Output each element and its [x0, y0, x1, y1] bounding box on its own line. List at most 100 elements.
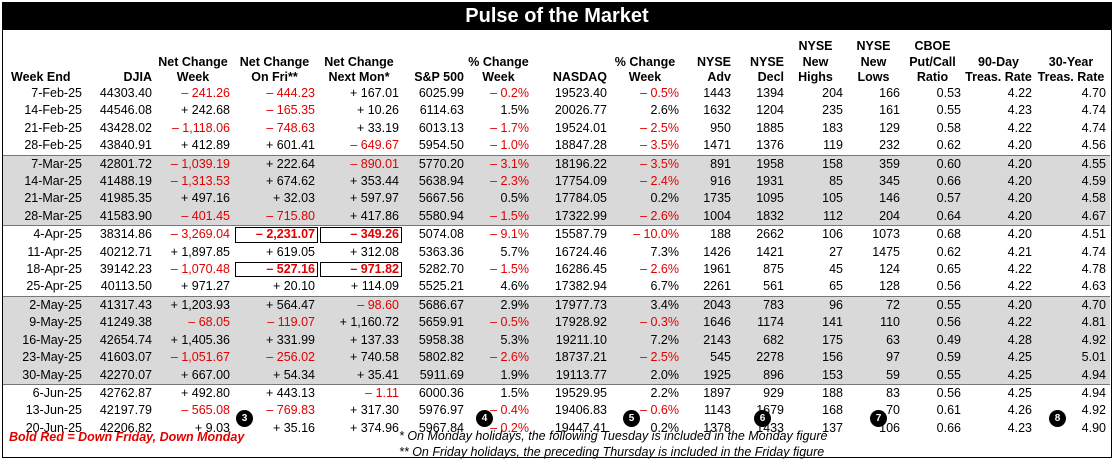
table-cell: 4.20 — [965, 207, 1036, 226]
table-cell: 183 — [822, 120, 843, 135]
table-cell: 21-Mar-25 — [3, 190, 86, 208]
table-cell: 161 — [879, 103, 900, 118]
table-cell: 2.2% — [611, 383, 683, 403]
table-cell: 2-May-25 — [3, 295, 86, 315]
table-cell: + 312.08 — [349, 244, 399, 259]
table-cell: 5667.56 — [403, 190, 468, 208]
table-cell: 2.9% — [468, 295, 533, 315]
market-table: Week End DJIA Net Change Week Net Change On… — [3, 31, 1110, 437]
table-cell: 1143 — [704, 403, 731, 418]
table-cell: – 0.5% — [468, 314, 533, 332]
table-cell: 7-Feb-25 — [31, 86, 82, 100]
table-cell: 14-Mar-25 — [3, 173, 86, 191]
table-cell: 4.22 — [1007, 120, 1032, 135]
table-cell: 1073 — [847, 225, 904, 244]
table-cell: 6013.13 — [418, 120, 464, 135]
column-header: NASDAQ — [552, 69, 607, 84]
table-row: 7-Feb-25 44303.40 – 241.26 – 444.23 + 167.01… — [3, 85, 1110, 102]
table-cell: 11-Apr-25 — [27, 244, 82, 259]
table-cell: + 10.26 — [356, 103, 399, 118]
table-cell: 85 — [788, 173, 847, 191]
table-cell: 128 — [879, 279, 900, 294]
table-cell: – 0.3% — [611, 314, 683, 332]
table-cell: 4.67 — [1036, 207, 1110, 226]
table-cell: – 1,118.06 — [171, 120, 230, 135]
table-cell: 1378 — [703, 420, 731, 435]
table-cell: 6025.99 — [418, 86, 464, 100]
table-cell: 17322.99 — [533, 207, 611, 226]
table-cell: + 222.64 — [234, 154, 319, 174]
table-cell: 4.22 — [1007, 279, 1032, 294]
table-cell: 3.4% — [611, 295, 683, 315]
table-cell: 28-Mar-25 — [3, 207, 86, 226]
table-cell: 1095 — [735, 190, 788, 208]
table-cell: – 715.80 — [234, 207, 319, 226]
table-cell: 4.90 — [1081, 420, 1106, 435]
table-cell: 5686.67 — [403, 295, 468, 315]
table-cell: 97 — [847, 349, 904, 367]
table-cell: – 2.6% — [640, 262, 679, 277]
table-cell: 5638.94 — [403, 173, 468, 191]
table-cell: 17784.05 — [533, 190, 611, 208]
table-cell: 929 — [735, 383, 788, 403]
table-cell: 4.22 — [1007, 262, 1032, 277]
table-cell: 156 — [788, 349, 847, 367]
table-cell: + 740.58 — [319, 349, 403, 367]
table-cell: 19113.77 — [533, 366, 611, 385]
table-cell: – 527.16 — [234, 261, 319, 278]
table-cell: + 497.16 — [156, 190, 234, 208]
table-cell: – 0.5% — [640, 86, 679, 100]
table-cell: 6000.36 — [403, 383, 468, 403]
table-cell: 4.28 — [965, 331, 1036, 350]
table-row: 18-Apr-25 39142.23 – 1,070.48 – 527.16– 971… — [3, 261, 1110, 278]
table-cell: 188 — [788, 383, 847, 403]
table-cell: – 444.23 — [266, 86, 315, 100]
table-cell: 4.20 — [965, 225, 1036, 244]
badge-6: 6 — [754, 410, 771, 427]
table-row: 20-Jun-25 42206.82 + 9.03 + 35.16 + 374.96 59… — [3, 420, 1110, 437]
table-cell: + 35.41 — [319, 366, 403, 385]
table-cell: – 0.2% — [490, 420, 529, 435]
table-cell: 41317.43 — [86, 295, 156, 315]
table-cell: 153 — [788, 366, 847, 385]
table-cell: 4.55 — [1036, 154, 1110, 174]
table-cell: 16286.45 — [554, 262, 607, 277]
table-cell: 5802.82 — [403, 349, 468, 367]
table-cell: 5659.91 — [403, 314, 468, 332]
table-cell: 45 — [829, 262, 843, 277]
column-header: Net Change Next Mon* — [324, 54, 394, 84]
table-cell: 42197.79 — [99, 403, 152, 418]
table-cell: 5.3% — [468, 331, 533, 350]
table-cell: 1204 — [756, 103, 784, 118]
table-cell: 5.01 — [1036, 349, 1110, 367]
table-cell: – 241.26 — [181, 86, 230, 100]
table-cell: 5911.69 — [403, 366, 468, 385]
footnote-monday: * On Monday holidays, the following Tues… — [399, 429, 828, 443]
table-cell: 345 — [847, 173, 904, 191]
table-cell: – 2,231.07 — [234, 225, 319, 244]
table-cell: 1961 — [703, 262, 731, 277]
table-cell: + 417.86 — [319, 207, 403, 226]
table-cell: 18847.28 — [554, 138, 607, 153]
table-cell: 204 — [822, 86, 843, 100]
table-cell: 0.64 — [904, 207, 965, 226]
column-header: NYSE New Lows — [856, 39, 891, 84]
table-row: 30-May-25 42270.07 + 667.00 + 54.34 + 35.41 5… — [3, 366, 1110, 385]
table-cell: 4.20 — [965, 295, 1036, 315]
table-row: 25-Apr-25 40113.50 + 971.27 + 20.10 + 114.09… — [3, 278, 1110, 296]
table-cell: 42654.74 — [86, 331, 156, 350]
table-cell: – 2.6% — [468, 349, 533, 367]
table-cell: 63 — [847, 331, 904, 350]
table-row: 28-Mar-25 41583.90– 401.45– 715.80 + 417.8… — [3, 207, 1110, 226]
table-cell: 20026.77 — [554, 103, 607, 118]
table-cell: 1.5% — [468, 383, 533, 403]
table-cell: – 68.05 — [156, 314, 234, 332]
table-cell: 2043 — [683, 295, 735, 315]
table-cell: 0.57 — [904, 190, 965, 208]
table-cell: 232 — [879, 138, 900, 153]
badge-8: 8 — [1049, 410, 1066, 427]
table-cell: – 1.11 — [319, 383, 403, 403]
table-cell: – 1,051.67 — [156, 349, 234, 367]
table-cell: + 667.00 — [156, 366, 234, 385]
